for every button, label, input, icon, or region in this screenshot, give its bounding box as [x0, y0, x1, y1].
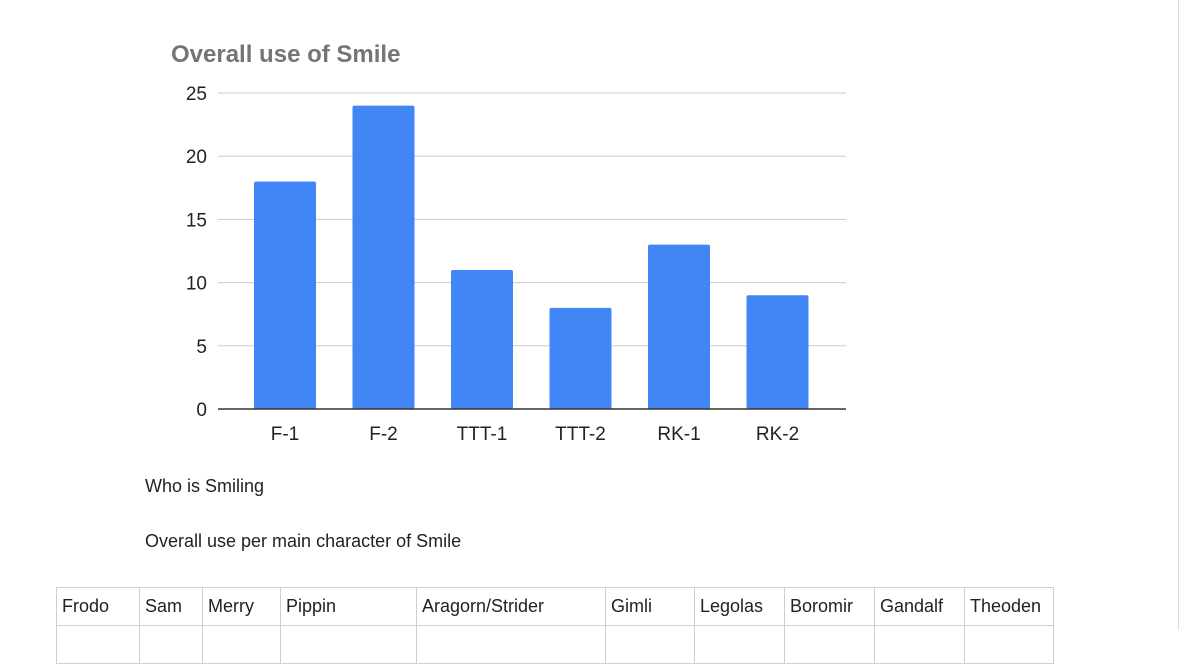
y-axis-tick-labels: 0 5 10 15 20 25: [186, 84, 207, 421]
header-cell-frodo[interactable]: Frodo: [56, 587, 140, 626]
header-cell-legolas[interactable]: Legolas: [694, 587, 785, 626]
per-character-heading: Overall use per main character of Smile: [145, 531, 462, 551]
table-cell[interactable]: [874, 625, 965, 664]
table-cell[interactable]: [139, 625, 203, 664]
bar-rk-1: [648, 244, 710, 409]
header-cell-gandalf[interactable]: Gandalf: [874, 587, 965, 626]
table-cell[interactable]: [56, 625, 140, 664]
header-cell-sam[interactable]: Sam: [139, 587, 203, 626]
table-cell[interactable]: [784, 625, 875, 664]
bar-ttt-1: [451, 269, 513, 409]
x-tick-label: F-2: [369, 424, 398, 445]
y-tick-label: 25: [186, 84, 207, 105]
chart-title: Overall use of Smile: [171, 41, 400, 68]
y-tick-label: 0: [196, 400, 207, 421]
y-tick-label: 10: [186, 274, 207, 295]
bar-f-2: [352, 105, 415, 409]
header-cell-merry[interactable]: Merry: [202, 587, 281, 626]
x-tick-label: F-1: [271, 424, 300, 445]
bar-f-1: [254, 181, 316, 409]
bar-ttt-2: [549, 307, 612, 409]
table-cell[interactable]: [605, 625, 695, 664]
table-cell[interactable]: [964, 625, 1054, 664]
header-cell-gimli[interactable]: Gimli: [605, 587, 695, 626]
table-cell[interactable]: [416, 625, 606, 664]
x-axis-tick-labels: F-1 F-2 TTT-1 TTT-2 RK-1 RK-2: [271, 424, 799, 445]
grid-lines: [218, 92, 846, 347]
table-header-row: Frodo Sam Merry Pippin Aragorn/Strider G…: [56, 587, 1054, 626]
bar-rk-2: [746, 295, 809, 409]
header-cell-pippin[interactable]: Pippin: [280, 587, 417, 626]
y-tick-label: 20: [186, 147, 207, 168]
table-cell[interactable]: [202, 625, 281, 664]
table-cell[interactable]: [280, 625, 417, 664]
x-tick-label: RK-1: [657, 424, 700, 445]
page-right-border: [1178, 0, 1179, 630]
header-cell-boromir[interactable]: Boromir: [784, 587, 875, 626]
character-table: Frodo Sam Merry Pippin Aragorn/Strider G…: [56, 587, 1054, 664]
y-tick-label: 5: [196, 337, 207, 358]
table-cell[interactable]: [694, 625, 785, 664]
x-tick-label: TTT-2: [555, 424, 606, 445]
bar-chart: Overall use of Smile 0 5 10 15 20 25 F-1 F-2 TT…: [171, 41, 846, 445]
y-tick-label: 15: [186, 210, 207, 231]
bars: [254, 105, 809, 409]
who-is-smiling-heading: Who is Smiling: [145, 476, 265, 496]
x-tick-label: TTT-1: [457, 424, 508, 445]
table-row: [56, 625, 1054, 664]
header-cell-theoden[interactable]: Theoden: [964, 587, 1054, 626]
header-cell-aragorn[interactable]: Aragorn/Strider: [416, 587, 606, 626]
x-tick-label: RK-2: [756, 424, 799, 445]
